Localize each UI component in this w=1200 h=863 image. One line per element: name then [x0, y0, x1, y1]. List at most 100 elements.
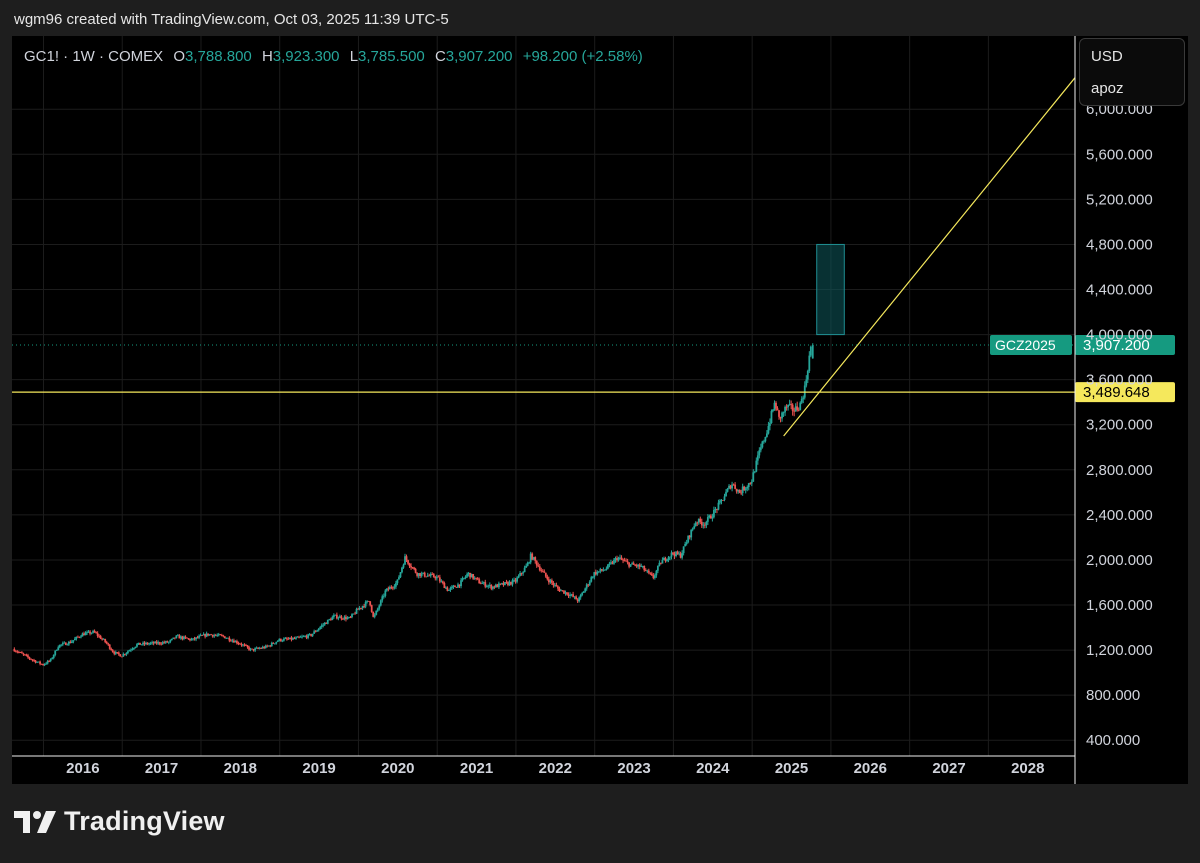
candle-body [709, 515, 712, 519]
overlay-layer: GCZ2025 3,907.200 3,489.648 [12, 77, 1175, 437]
candle-body [420, 573, 423, 577]
candle-body [661, 560, 664, 564]
candle-body [672, 552, 674, 554]
candle-body [64, 642, 67, 646]
candle-body [650, 573, 653, 576]
currency-unit-box[interactable]: USD apoz [1079, 38, 1185, 106]
candle-body [207, 633, 210, 636]
y-tick-label: 1,200.000 [1086, 642, 1153, 659]
candle-body [381, 596, 384, 601]
close-label: C [434, 48, 446, 65]
candle-body [296, 636, 299, 638]
candle-body [376, 608, 379, 611]
candle-body [108, 644, 111, 649]
chart-panel[interactable]: GCZ2025 3,907.200 3,489.648 400.000 800.000… [12, 36, 1188, 784]
candle-body [497, 583, 500, 588]
candle-body [270, 642, 273, 647]
candle-body [316, 630, 319, 632]
candle-body [461, 578, 464, 581]
candle-body [149, 642, 152, 644]
candle-body [328, 619, 331, 621]
candle-body [669, 556, 671, 558]
y-tick-label: 4,000.000 [1086, 327, 1153, 344]
candle-body [229, 640, 232, 642]
candle-body [517, 575, 520, 578]
candle-body [228, 637, 231, 641]
candle-body [80, 636, 82, 638]
candle-body [426, 575, 429, 577]
candle-body [726, 488, 729, 492]
candle-body [51, 657, 54, 659]
candle-body [27, 655, 29, 658]
candle-body [382, 595, 385, 597]
candle-body [387, 588, 390, 590]
candle-body [647, 570, 650, 573]
x-tick-label: 2021 [460, 760, 493, 777]
candle-body [243, 644, 246, 646]
candle-body [281, 640, 284, 642]
y-tick-label: 2,000.000 [1086, 552, 1153, 569]
candle-body [107, 643, 110, 645]
candle-body [136, 644, 138, 647]
candle-body [279, 638, 282, 642]
candle-body [425, 576, 428, 578]
candle-body [63, 642, 66, 644]
candle-body [263, 647, 266, 649]
candle-body [223, 636, 226, 639]
candle-body [526, 562, 529, 566]
candle-body [466, 574, 468, 577]
candle-body [684, 544, 687, 547]
x-tick-label: 2027 [932, 760, 965, 777]
candle-body [614, 558, 617, 560]
unit-label[interactable]: apoz [1091, 80, 1124, 97]
price-chart[interactable]: GCZ2025 3,907.200 3,489.648 400.000 800.000… [12, 36, 1188, 784]
candle-body [600, 569, 603, 571]
candle-body [399, 572, 402, 578]
candle-body [302, 636, 305, 638]
candle-body [550, 580, 553, 583]
candle-body [81, 633, 84, 637]
candle-body [525, 565, 528, 568]
high-value: 3,923.300 [272, 48, 340, 65]
candle-body [367, 600, 370, 602]
candle-body [717, 502, 720, 510]
candle-body [658, 562, 661, 566]
y-tick-label: 5,600.000 [1086, 146, 1153, 163]
candle-body [160, 643, 163, 645]
candle-body [691, 528, 694, 530]
candle-body [597, 571, 600, 573]
candle-body [681, 553, 684, 558]
candle-body [352, 613, 355, 615]
candle-body [211, 634, 214, 637]
candle-body [345, 616, 347, 620]
candle-body [46, 660, 49, 664]
candle-body [643, 565, 646, 571]
candle-body [395, 583, 397, 587]
candle-body [292, 638, 294, 640]
candle-body [809, 346, 812, 356]
candle-body [25, 654, 28, 656]
candle-body [770, 411, 773, 424]
candle-body [267, 645, 270, 647]
candle-body [17, 652, 20, 653]
candle-body [226, 637, 229, 639]
candle-body [791, 404, 794, 411]
symbol-tag-bg [990, 335, 1072, 356]
candle-body [561, 590, 564, 592]
candle-body [444, 587, 447, 589]
candle-body [775, 402, 777, 409]
y-tick-label: 2,400.000 [1086, 507, 1153, 524]
candle-body [232, 640, 235, 643]
candle-body [772, 409, 774, 412]
candle-body [646, 570, 649, 572]
candle-body [104, 639, 107, 642]
candle-body [133, 647, 135, 649]
candle-body [753, 471, 756, 473]
candle-body [290, 637, 293, 640]
candle-body [732, 484, 735, 486]
currency-label[interactable]: USD [1091, 48, 1123, 65]
candle-body [761, 441, 764, 448]
candle-body [713, 509, 715, 518]
y-tick-label: 800.000 [1086, 687, 1140, 704]
candle-body [481, 583, 484, 584]
